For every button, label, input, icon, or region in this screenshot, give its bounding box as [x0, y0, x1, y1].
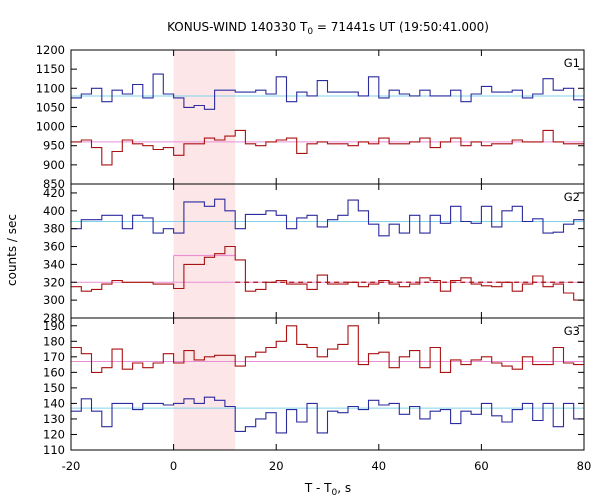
- panel-label: G3: [564, 324, 580, 338]
- y-tick-label: 170: [43, 350, 65, 364]
- y-tick-label: 300: [43, 293, 65, 307]
- x-tick-label: 40: [371, 459, 386, 473]
- x-tick-label: 60: [474, 459, 489, 473]
- panel-g1: 850 900 950 1000 1050 1100 1150 1200 G1: [36, 43, 585, 191]
- plot-layer: 85090095010001050110011501200G1280300320…: [36, 43, 592, 473]
- panel-frame: [70, 183, 585, 319]
- x-tick-label: 0: [170, 459, 177, 473]
- y-tick-label: 120: [43, 427, 65, 441]
- y-tick-label: 1200: [36, 43, 65, 57]
- y-tick-label: 1100: [36, 81, 65, 95]
- y-tick-label: 950: [43, 139, 65, 153]
- y-tick-label: 1150: [36, 62, 65, 76]
- series-2-histogram: [71, 325, 584, 373]
- y-tick-label: 130: [43, 412, 65, 426]
- series-1-histogram: [71, 73, 584, 110]
- y-tick-label: 150: [43, 381, 65, 395]
- y-tick-label: 180: [43, 334, 65, 348]
- x-tick-label: 20: [269, 459, 284, 473]
- panel-g2: 280 300 320 340 360 380 400 420 G2: [43, 183, 585, 325]
- y-tick-label: 1050: [36, 100, 65, 114]
- panel-frame: [70, 49, 585, 185]
- y-tick-label: 380: [43, 222, 65, 236]
- panel-frame: [70, 317, 585, 451]
- series-1-histogram: [71, 396, 584, 434]
- y-tick-label: 190: [43, 319, 65, 333]
- y-tick-label: 110: [43, 443, 65, 457]
- chart-title-main: KONUS-WIND 140330 T: [167, 20, 308, 34]
- x-axis-label: T - T0, s: [304, 481, 351, 498]
- y-tick-label: 320: [43, 275, 65, 289]
- y-tick-label: 850: [43, 177, 65, 191]
- y-tick-label: 1000: [36, 120, 65, 134]
- y-tick-label: 140: [43, 396, 65, 410]
- chart-title: KONUS-WIND 140330 T0 = 71441s UT (19:50:…: [167, 20, 489, 37]
- y-tick-label: 280: [43, 311, 65, 325]
- series-1-histogram: [71, 198, 584, 237]
- x-tick-label: -20: [62, 459, 81, 473]
- y-tick-label: 160: [43, 365, 65, 379]
- y-tick-label: 340: [43, 257, 65, 271]
- y-axis-label: counts / sec: [5, 214, 19, 286]
- x-axis-label-rest: , s: [337, 481, 351, 495]
- panel-label: G1: [564, 56, 580, 70]
- series-2-histogram: [71, 245, 584, 301]
- y-tick-label: 360: [43, 240, 65, 254]
- chart-title-subscript: 0: [307, 27, 313, 37]
- y-tick-label: 400: [43, 204, 65, 218]
- chart-title-rest: = 71441s UT (19:50:41.000): [313, 20, 489, 34]
- x-axis-label-main: T - T: [304, 481, 332, 495]
- y-tick-label: 900: [43, 158, 65, 172]
- series-2-histogram: [71, 129, 584, 166]
- y-tick-label: 420: [43, 186, 65, 200]
- x-axis-label-subscript: 0: [332, 488, 338, 498]
- panel-label: G2: [564, 190, 580, 204]
- x-tick-label: 80: [577, 459, 592, 473]
- highlight-interval-band: [173, 50, 236, 450]
